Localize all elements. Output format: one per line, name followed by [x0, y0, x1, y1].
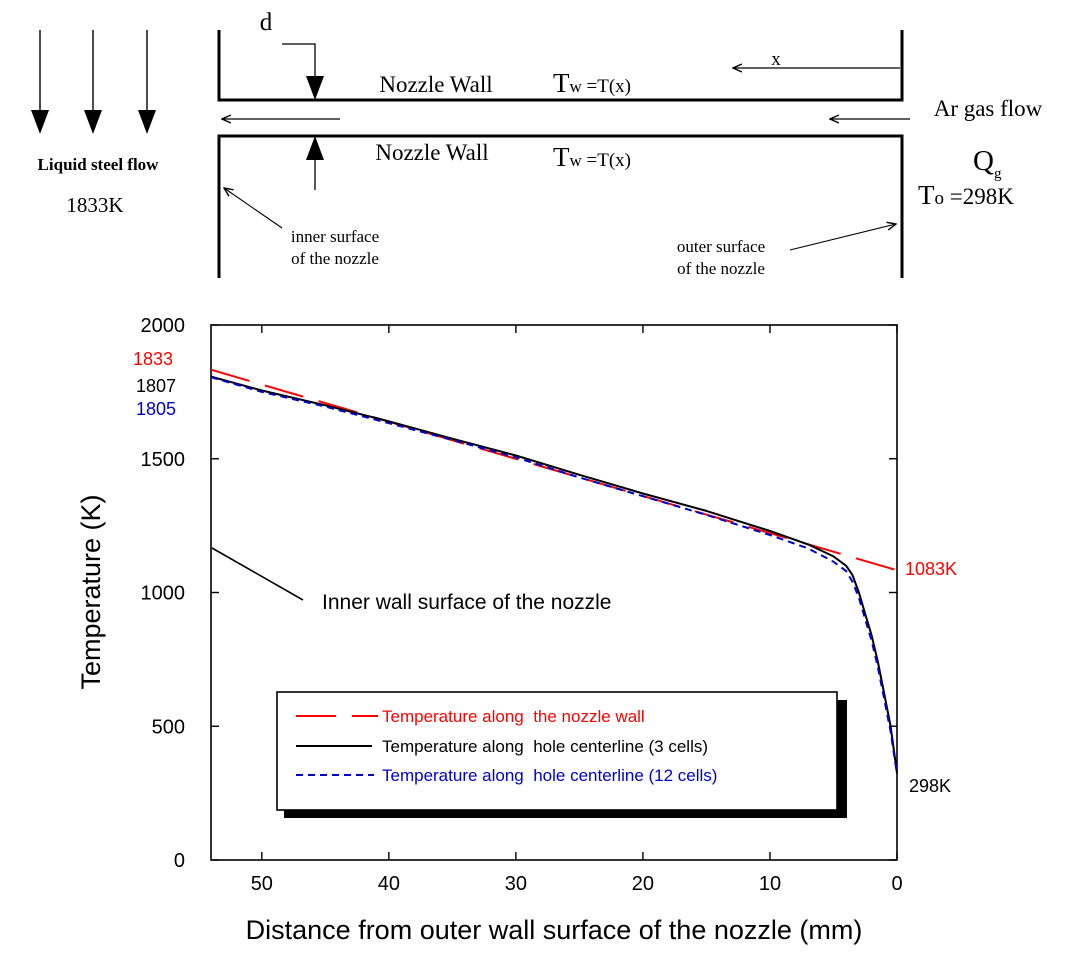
annotation-1833: 1833: [133, 349, 173, 369]
legend-box: [276, 691, 838, 811]
annotation-1805: 1805: [136, 399, 176, 419]
y-tick-label: 1000: [141, 583, 186, 605]
inner-surface-label-line2: of the nozzle: [291, 249, 379, 268]
outer-surface-label-line2: of the nozzle: [677, 259, 765, 278]
nozzle-schematic: Liquid steel flow 1833K d x Nozzle Wall …: [31, 9, 1043, 278]
qg-label: Qg: [973, 145, 1002, 182]
ar-flow-label: Ar gas flow: [934, 96, 1043, 121]
legend-item-centerline-12: Temperature along hole centerline (12 ce…: [296, 766, 717, 785]
wall-top-label: Nozzle Wall: [379, 72, 492, 97]
to-label: To =298K: [918, 180, 1014, 210]
legend-item-centerline-3: Temperature along hole centerline (3 cel…: [296, 737, 708, 756]
y-tick-label: 500: [152, 716, 185, 738]
x-tick-label: 10: [759, 873, 781, 895]
legend-label-centerline-12: Temperature along hole centerline (12 ce…: [382, 766, 717, 785]
steel-temp-label: 1833K: [66, 193, 123, 217]
series-line-nozzle-wall: [210, 368, 898, 572]
y-ticks: 0 500 1000 1500 2000: [141, 315, 897, 872]
series-layer: [210, 368, 898, 775]
inner-wall-pointer: [211, 547, 304, 601]
steel-flow-label: Liquid steel flow: [38, 155, 160, 174]
d-arrow-bottom-icon: [306, 136, 324, 160]
x-tick-label: 30: [505, 873, 527, 895]
annotation-1807: 1807: [136, 376, 176, 396]
nozzle-wall-bottom: [217, 134, 904, 278]
temperature-chart: 50 40 30 20 10 0 0 500 1000 1500 2000 Temperature…: [76, 315, 957, 945]
legend-label-nozzle-wall: Temperature along the nozzle wall: [382, 707, 645, 726]
x-tick-label: 40: [378, 873, 400, 895]
inner-surface-arrow-icon: [224, 188, 283, 229]
tw-top-label: Tw =T(x): [553, 68, 631, 98]
tw-bottom-label: Tw =T(x): [553, 142, 631, 172]
x-tick-label: 50: [251, 873, 273, 895]
legend: Temperature along the nozzle wall Temper…: [276, 691, 847, 818]
x-ticks: 50 40 30 20 10 0: [251, 325, 903, 895]
series-line-centerline-3-cells: [210, 375, 898, 774]
d-leader: [282, 43, 316, 80]
y-tick-label: 1500: [141, 449, 186, 471]
annotation-298k: 298K: [909, 776, 951, 796]
x-label: x: [771, 49, 781, 70]
x-tick-label: 0: [891, 873, 902, 895]
legend-item-nozzle-wall: Temperature along the nozzle wall: [296, 707, 645, 726]
nozzle-wall-top: [217, 30, 904, 102]
steel-flow-arrows: [31, 30, 156, 134]
x-tick-label: 20: [632, 873, 654, 895]
y-tick-label: 0: [174, 850, 185, 872]
x-axis-label: Distance from outer wall surface of the …: [246, 915, 863, 945]
d-arrow-top-icon: [306, 76, 324, 100]
outer-surface-label-line1: outer surface: [677, 237, 765, 256]
outer-surface-arrow-icon: [789, 224, 896, 251]
wall-bottom-label: Nozzle Wall: [375, 140, 488, 165]
y-tick-label: 2000: [141, 315, 186, 337]
series-line-centerline-12-cells: [210, 376, 898, 775]
legend-label-centerline-3: Temperature along hole centerline (3 cel…: [382, 737, 708, 756]
annotation-1083k: 1083K: [905, 559, 957, 579]
d-label: d: [260, 9, 273, 36]
inner-surface-label-line1: inner surface: [291, 227, 379, 246]
inner-wall-annotation: Inner wall surface of the nozzle: [322, 591, 612, 614]
y-axis-label: Temperature (K): [76, 494, 106, 689]
